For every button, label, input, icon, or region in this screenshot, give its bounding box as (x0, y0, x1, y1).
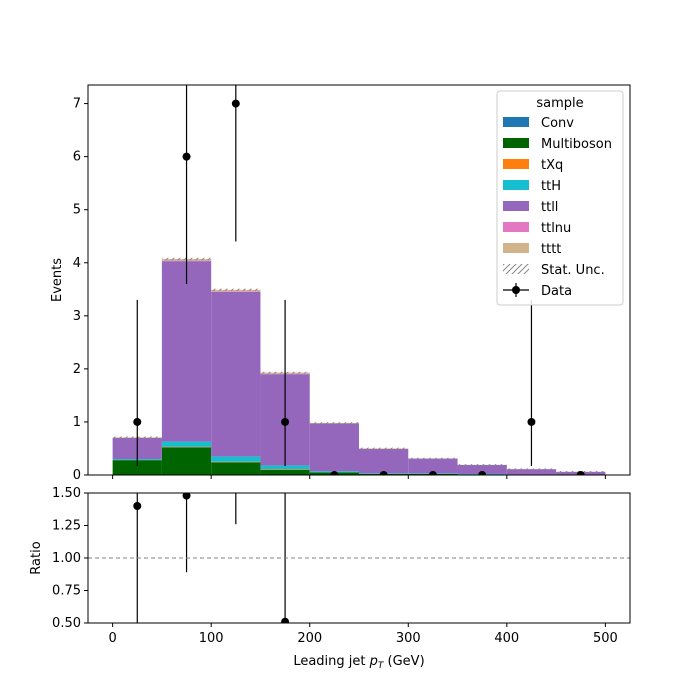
xtick-label: 400 (494, 631, 519, 646)
legend-label-ttll: ttll (541, 200, 558, 215)
main-ytick-label: 2 (73, 362, 81, 377)
bar-tth-bin-1 (161, 441, 212, 447)
legend-label-stat-unc: Stat. Unc. (541, 263, 605, 278)
bar-multiboson-bin-3 (260, 469, 310, 475)
bar-ttll-bin-4 (309, 423, 359, 472)
data-point-bin-0 (133, 417, 142, 426)
legend-title: sample (536, 96, 583, 111)
data-point-bin-7 (478, 471, 487, 475)
data-point-bin-4 (330, 471, 339, 475)
bar-txq-bin-3 (260, 469, 310, 470)
ratio-ytick-label: 1.25 (52, 519, 81, 534)
bar-multiboson-bin-0 (112, 460, 162, 475)
ratio-plot (88, 493, 630, 623)
data-point-bin-8 (527, 417, 536, 426)
bar-txq-bin-2 (211, 461, 261, 463)
ratio-points (133, 493, 290, 623)
main-ytick-label: 4 (73, 256, 81, 271)
xtick-label: 200 (297, 631, 322, 646)
data-point-bin-2 (231, 99, 240, 108)
axes: 0 1 2 3 4 5 6 7 0.50 0.75 1.00 1.25 1.50 0 100 200 300 40… (29, 84, 631, 671)
ratio-ytick-label: 1.50 (52, 486, 81, 501)
ratio-ytick-label: 0.50 (52, 616, 81, 631)
legend-label-tth: ttH (541, 179, 561, 194)
stat-unc-bin-4 (309, 422, 359, 425)
stat-unc-bin-6 (408, 457, 458, 460)
ratio-point-3 (281, 617, 290, 623)
data-point-bin-3 (281, 417, 290, 426)
legend: sample Conv Multiboson tXq ttH ttll ttlnu tttt S… (496, 90, 624, 306)
main-ytick-label: 7 (73, 97, 81, 112)
legend-swatch-ttll (503, 201, 529, 211)
main-ytick-label: 6 (73, 150, 81, 165)
legend-data-marker (512, 286, 520, 294)
bar-txq-bin-1 (161, 446, 212, 448)
stat-unc-bin-7 (457, 464, 507, 467)
xtick-label: 500 (593, 631, 618, 646)
legend-label-data: Data (541, 284, 572, 299)
ratio-point-1 (182, 493, 191, 500)
bar-ttll-bin-1 (161, 261, 212, 442)
data-point-bin-5 (379, 471, 388, 475)
main-data-points (133, 85, 585, 475)
legend-swatch-tth (503, 180, 529, 190)
legend-swatch-ttlnu (503, 222, 529, 232)
ratio-point-0 (133, 502, 142, 510)
bar-ttll-bin-6 (408, 458, 458, 474)
legend-label-conv: Conv (541, 116, 574, 131)
legend-swatch-multiboson (503, 138, 529, 148)
main-ylabel: Events (50, 258, 65, 302)
legend-swatch-tttt (503, 243, 529, 253)
xlabel: Leading jet pT (GeV) (293, 654, 424, 671)
stat-unc-bin-2 (211, 288, 261, 291)
stat-unc-bin-5 (359, 447, 409, 450)
xtick-label: 0 (108, 631, 116, 646)
ratio-ytick-label: 1.00 (52, 551, 81, 566)
bar-ttll-bin-7 (457, 464, 507, 474)
main-ytick-label: 1 (73, 415, 81, 430)
bar-ttll-bin-2 (211, 291, 261, 457)
bar-tth-bin-3 (260, 465, 310, 470)
main-axes-frame (87, 84, 631, 476)
legend-label-txq: tXq (541, 158, 563, 173)
bar-tth-bin-2 (211, 456, 261, 462)
data-point-bin-9 (576, 471, 585, 475)
data-point-bin-6 (428, 471, 437, 475)
main-ytick-label: 0 (73, 468, 81, 483)
bar-multiboson-bin-1 (161, 447, 212, 475)
bar-multiboson-bin-2 (211, 462, 261, 475)
data-point-bin-1 (182, 152, 191, 161)
legend-swatch-conv (503, 117, 529, 127)
legend-swatch-stat-unc (503, 264, 529, 274)
ratio-axes-frame (87, 492, 631, 624)
ratio-ytick-label: 0.75 (52, 584, 81, 599)
legend-label-tttt: tttt (541, 242, 561, 257)
legend-swatch-txq (503, 159, 529, 169)
bar-ttll-bin-5 (359, 449, 409, 474)
bar-ttlnu-bin-2 (211, 291, 261, 292)
main-ytick-label: 3 (73, 309, 81, 324)
bar-ttll-bin-8 (506, 469, 557, 475)
main-ytick-label: 5 (73, 203, 81, 218)
ratio-ylabel: Ratio (29, 541, 44, 574)
xtick-label: 300 (396, 631, 421, 646)
legend-label-ttlnu: ttlnu (541, 221, 571, 236)
legend-label-multiboson: Multiboson (541, 137, 612, 152)
stat-unc-bin-8 (506, 468, 557, 471)
xtick-label: 100 (199, 631, 224, 646)
main-plot-bars (112, 259, 606, 475)
